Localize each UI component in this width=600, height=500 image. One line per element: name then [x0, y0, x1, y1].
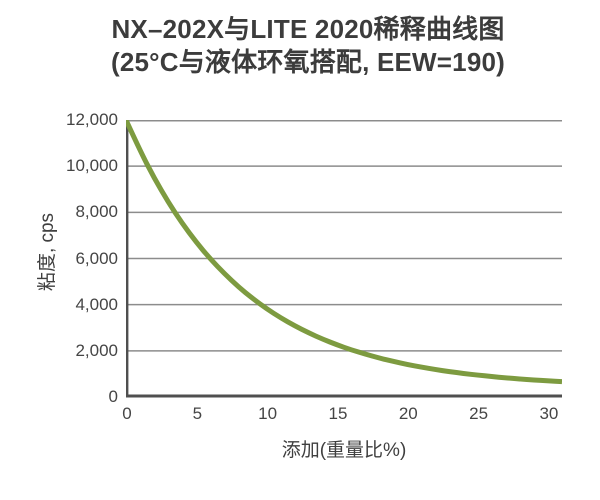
plot-area	[126, 120, 562, 398]
y-tick-label: 2,000	[75, 340, 118, 360]
y-tick-label: 4,000	[75, 294, 118, 314]
x-axis-title: 添加(重量比%)	[281, 440, 407, 461]
chart-title-line1: NX–202X与LITE 2020稀释曲线图	[111, 14, 505, 44]
chart-title: NX–202X与LITE 2020稀释曲线图 (25°C与液体环氧搭配, EEW…	[0, 13, 600, 79]
y-tick-label: 0	[108, 387, 118, 406]
x-tick-label: 30	[539, 404, 559, 423]
x-tick-label: 25	[469, 404, 489, 423]
x-tick-label: 15	[328, 404, 348, 423]
y-tick-label: 8,000	[75, 202, 118, 222]
y-tick-label: 12,000	[66, 110, 118, 129]
y-tick-label: 6,000	[75, 248, 118, 268]
x-tick-label: 20	[398, 404, 418, 423]
dilution-curve	[126, 120, 562, 385]
x-tick-label: 5	[192, 404, 203, 423]
chart-title-line2: (25°C与液体环氧搭配, EEW=190)	[110, 47, 506, 77]
x-tick-label: 10	[258, 404, 278, 423]
y-tick-label: 10,000	[66, 156, 118, 176]
x-tick-label: 0	[122, 404, 132, 423]
